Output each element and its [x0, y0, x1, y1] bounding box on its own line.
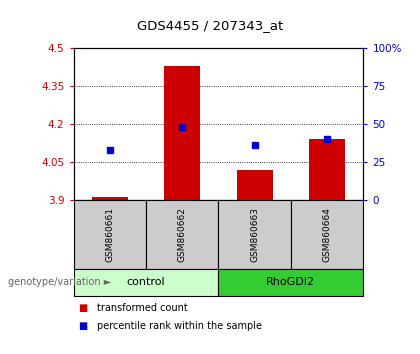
- Text: GSM860662: GSM860662: [178, 207, 186, 262]
- Text: genotype/variation ►: genotype/variation ►: [8, 277, 112, 287]
- Bar: [309, 139, 345, 200]
- Text: ■: ■: [78, 303, 87, 313]
- Bar: [92, 198, 128, 200]
- Text: GSM860663: GSM860663: [250, 207, 259, 262]
- Bar: [164, 65, 200, 200]
- Text: transformed count: transformed count: [97, 303, 187, 313]
- Text: percentile rank within the sample: percentile rank within the sample: [97, 321, 262, 331]
- Text: GDS4455 / 207343_at: GDS4455 / 207343_at: [137, 19, 283, 33]
- Text: GSM860661: GSM860661: [105, 207, 114, 262]
- Text: GSM860664: GSM860664: [323, 207, 331, 262]
- Text: RhoGDI2: RhoGDI2: [266, 277, 315, 287]
- Bar: [236, 170, 273, 200]
- Text: ■: ■: [78, 321, 87, 331]
- Text: control: control: [127, 277, 165, 287]
